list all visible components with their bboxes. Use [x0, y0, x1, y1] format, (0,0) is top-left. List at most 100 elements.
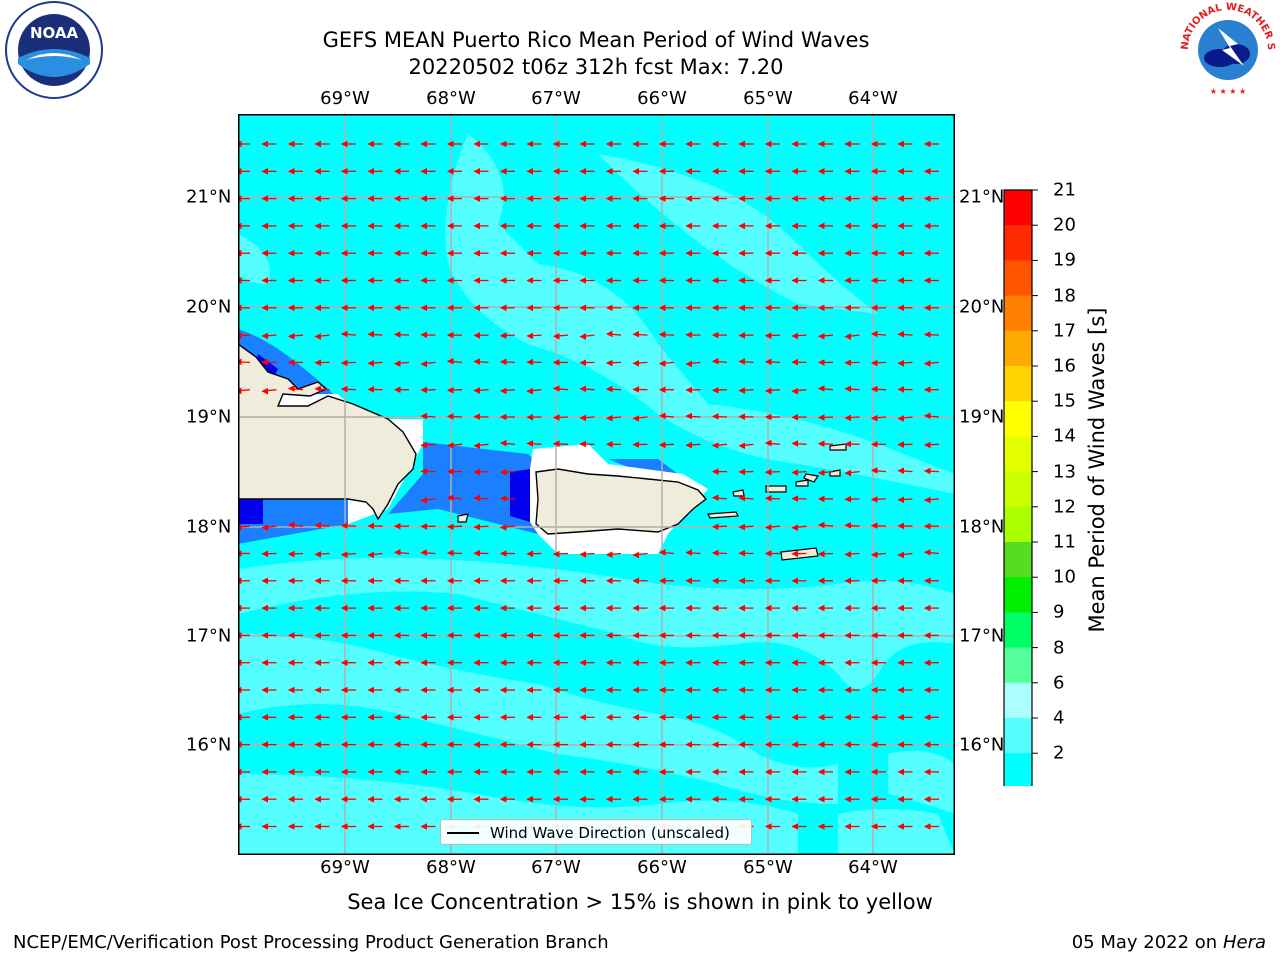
wind-wave-arrow: [817, 332, 834, 340]
wind-wave-arrow: [923, 577, 939, 585]
wind-wave-arrow: [685, 632, 701, 639]
wind-wave-arrow: [844, 195, 860, 202]
wind-wave-arrow: [499, 741, 515, 748]
wind-wave-arrow: [579, 632, 595, 639]
colorbar-tick-label: 21: [1053, 179, 1076, 201]
wind-wave-arrow: [711, 357, 728, 365]
colorbar-tick-label: 17: [1053, 320, 1076, 342]
wind-wave-arrow: [261, 140, 277, 148]
wind-wave-arrow: [738, 713, 754, 721]
wind-wave-arrow: [314, 577, 330, 585]
wind-wave-arrow: [579, 414, 595, 422]
wind-wave-arrow: [923, 496, 940, 504]
colorbar-tick-label: 15: [1053, 390, 1076, 412]
wind-wave-arrow: [446, 386, 463, 394]
colorbar-tick-label: 18: [1053, 285, 1076, 307]
wind-wave-arrow: [526, 167, 542, 175]
wind-wave-arrow: [870, 167, 886, 175]
wind-wave-arrow: [393, 277, 409, 284]
wind-wave-arrow: [393, 713, 409, 721]
wind-wave-arrow: [817, 659, 833, 667]
colorbar-segment: [1004, 612, 1032, 649]
wind-wave-arrow: [685, 659, 701, 667]
wind-wave-arrow: [632, 304, 648, 312]
lon-label-bottom-0: 69°W: [320, 857, 370, 878]
wind-wave-arrow: [393, 360, 410, 367]
wind-wave-arrow: [420, 277, 436, 284]
wind-wave-arrow: [738, 741, 754, 748]
wind-wave-arrow: [420, 304, 436, 312]
wind-wave-arrow: [579, 222, 595, 230]
wind-wave-arrow: [261, 768, 277, 776]
wind-wave-arrow: [923, 768, 939, 776]
wind-wave-arrow: [711, 304, 727, 312]
wind-wave-arrow: [420, 497, 436, 504]
wind-wave-arrow: [367, 632, 383, 639]
wind-wave-arrow: [844, 686, 860, 694]
wind-wave-arrow: [817, 222, 833, 230]
wind-wave-arrow: [552, 741, 568, 748]
wind-wave-arrow: [817, 385, 834, 392]
noaa-logo-text: NOAA: [30, 24, 79, 42]
wind-wave-arrow: [393, 659, 409, 667]
wind-wave-arrow: [261, 358, 277, 366]
wind-wave-arrow: [446, 768, 462, 776]
wind-wave-arrow: [314, 521, 330, 529]
wind-wave-arrow: [605, 277, 621, 284]
wind-wave-arrow: [367, 713, 383, 721]
map-legend: Wind Wave Direction (unscaled): [440, 819, 752, 845]
wind-wave-arrow: [420, 467, 436, 475]
lat-label-left-5: 16°N: [186, 734, 232, 756]
wind-wave-arrow: [870, 795, 886, 803]
wind-wave-arrow: [870, 496, 887, 503]
lat-label-left-3: 18°N: [186, 516, 232, 538]
wind-wave-arrow: [552, 222, 568, 230]
wind-wave-arrow: [579, 551, 595, 558]
wind-wave-arrow: [552, 277, 568, 284]
colorbar-segment: [1004, 401, 1032, 437]
wind-wave-arrow: [393, 304, 409, 312]
wind-wave-arrow: [817, 359, 833, 366]
wind-wave-arrow: [685, 577, 701, 585]
colorbar-tick-label: 11: [1053, 531, 1076, 553]
wind-wave-arrow: [897, 577, 913, 585]
wind-wave-arrow: [340, 741, 356, 748]
wind-wave-arrow: [473, 632, 489, 639]
wind-wave-arrow: [579, 686, 595, 694]
wind-wave-arrow: [287, 577, 303, 585]
wind-wave-arrow: [738, 249, 754, 257]
wind-wave-arrow: [446, 222, 462, 230]
wind-wave-arrow: [764, 741, 780, 748]
wind-wave-arrow: [817, 440, 834, 448]
wind-wave-arrow: [632, 795, 648, 803]
wind-wave-arrow: [340, 249, 356, 257]
lon-label-top-1: 68°W: [426, 88, 476, 109]
wind-wave-arrow: [658, 548, 675, 556]
wind-wave-arrow: [632, 140, 648, 148]
wind-wave-arrow: [738, 659, 754, 667]
wind-wave-arrow: [844, 741, 860, 748]
wind-wave-arrow: [791, 277, 807, 284]
wind-wave-arrow: [340, 195, 356, 202]
wind-wave-arrow: [367, 167, 383, 175]
wind-wave-arrow: [923, 632, 939, 639]
wind-wave-arrow: [791, 332, 807, 340]
wind-wave-arrow: [420, 195, 436, 202]
wind-wave-arrow: [817, 249, 833, 257]
wind-wave-arrow: [764, 167, 780, 175]
wind-wave-arrow: [632, 686, 648, 694]
wind-wave-arrow: [870, 385, 887, 393]
wind-wave-arrow: [791, 577, 807, 585]
wind-wave-arrow: [844, 333, 860, 340]
wind-wave-arrow: [844, 167, 860, 175]
wind-wave-arrow: [261, 524, 277, 532]
wind-wave-arrow: [685, 604, 701, 612]
wind-wave-arrow: [261, 741, 277, 748]
wind-wave-arrow: [711, 386, 728, 394]
wind-wave-arrow: [711, 604, 727, 612]
wind-wave-arrow: [393, 604, 409, 612]
wind-wave-arrow: [287, 277, 303, 284]
wind-wave-arrow: [526, 632, 542, 639]
sea-ice-note: Sea Ice Concentration > 15% is shown in …: [347, 890, 933, 914]
wind-wave-arrow: [658, 412, 675, 420]
